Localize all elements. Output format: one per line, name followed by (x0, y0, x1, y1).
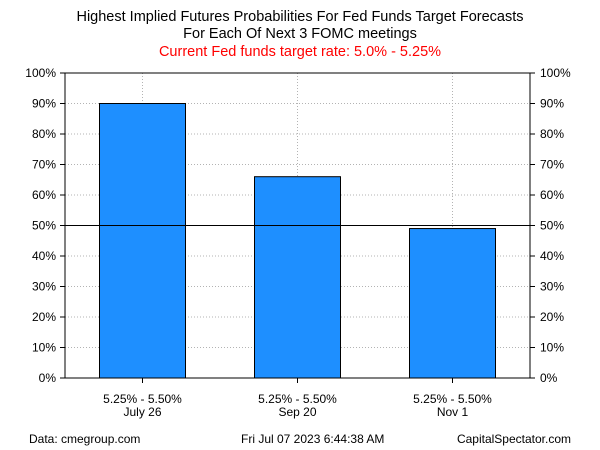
y-tick-label-right: 90% (540, 97, 564, 111)
y-tick-label-left: 20% (32, 310, 56, 324)
y-tick-label-right: 10% (540, 341, 564, 355)
x-tick-label-date: Nov 1 (437, 405, 469, 419)
y-tick-label-right: 100% (540, 66, 571, 80)
y-tick-label-right: 60% (540, 188, 564, 202)
bar (409, 228, 496, 379)
x-tick-label-range: 5.25% - 5.50% (413, 392, 492, 406)
x-tick-label-range: 5.25% - 5.50% (258, 392, 337, 406)
y-tick-label-right: 80% (540, 127, 564, 141)
y-tick-label-left: 80% (32, 127, 56, 141)
y-tick-label-left: 60% (32, 188, 56, 202)
bar (99, 103, 186, 379)
x-tick-label-date: July 26 (123, 405, 161, 419)
y-tick-label-right: 40% (540, 249, 564, 263)
data-source-label: Data: cmegroup.com (29, 432, 141, 446)
y-tick-label-right: 30% (540, 280, 564, 294)
bar (254, 176, 341, 379)
current-rate-subtitle: Current Fed funds target rate: 5.0% - 5.… (158, 44, 442, 60)
x-tick-label-range: 5.25% - 5.50% (103, 392, 182, 406)
y-tick-label-left: 90% (32, 97, 56, 111)
y-tick-label-left: 10% (32, 341, 56, 355)
y-tick-label-left: 40% (32, 249, 56, 263)
x-tick-label-date: Sep 20 (278, 405, 316, 419)
y-tick-label-left: 30% (32, 280, 56, 294)
y-tick-label-left: 70% (32, 158, 56, 172)
y-tick-label-right: 20% (540, 310, 564, 324)
y-tick-label-right: 50% (540, 219, 564, 233)
timestamp-label: Fri Jul 07 2023 6:44:38 AM (241, 432, 385, 446)
chart-title: Highest Implied Futures Probabilities Fo… (76, 9, 524, 25)
brand-label: CapitalSpectator.com (456, 432, 571, 446)
y-tick-label-left: 50% (32, 219, 56, 233)
y-tick-label-left: 0% (39, 371, 57, 385)
y-tick-label-right: 70% (540, 158, 564, 172)
y-tick-label-right: 0% (540, 371, 558, 385)
y-tick-label-left: 100% (25, 66, 56, 80)
chart-subtitle: For Each Of Next 3 FOMC meetings (183, 26, 417, 42)
